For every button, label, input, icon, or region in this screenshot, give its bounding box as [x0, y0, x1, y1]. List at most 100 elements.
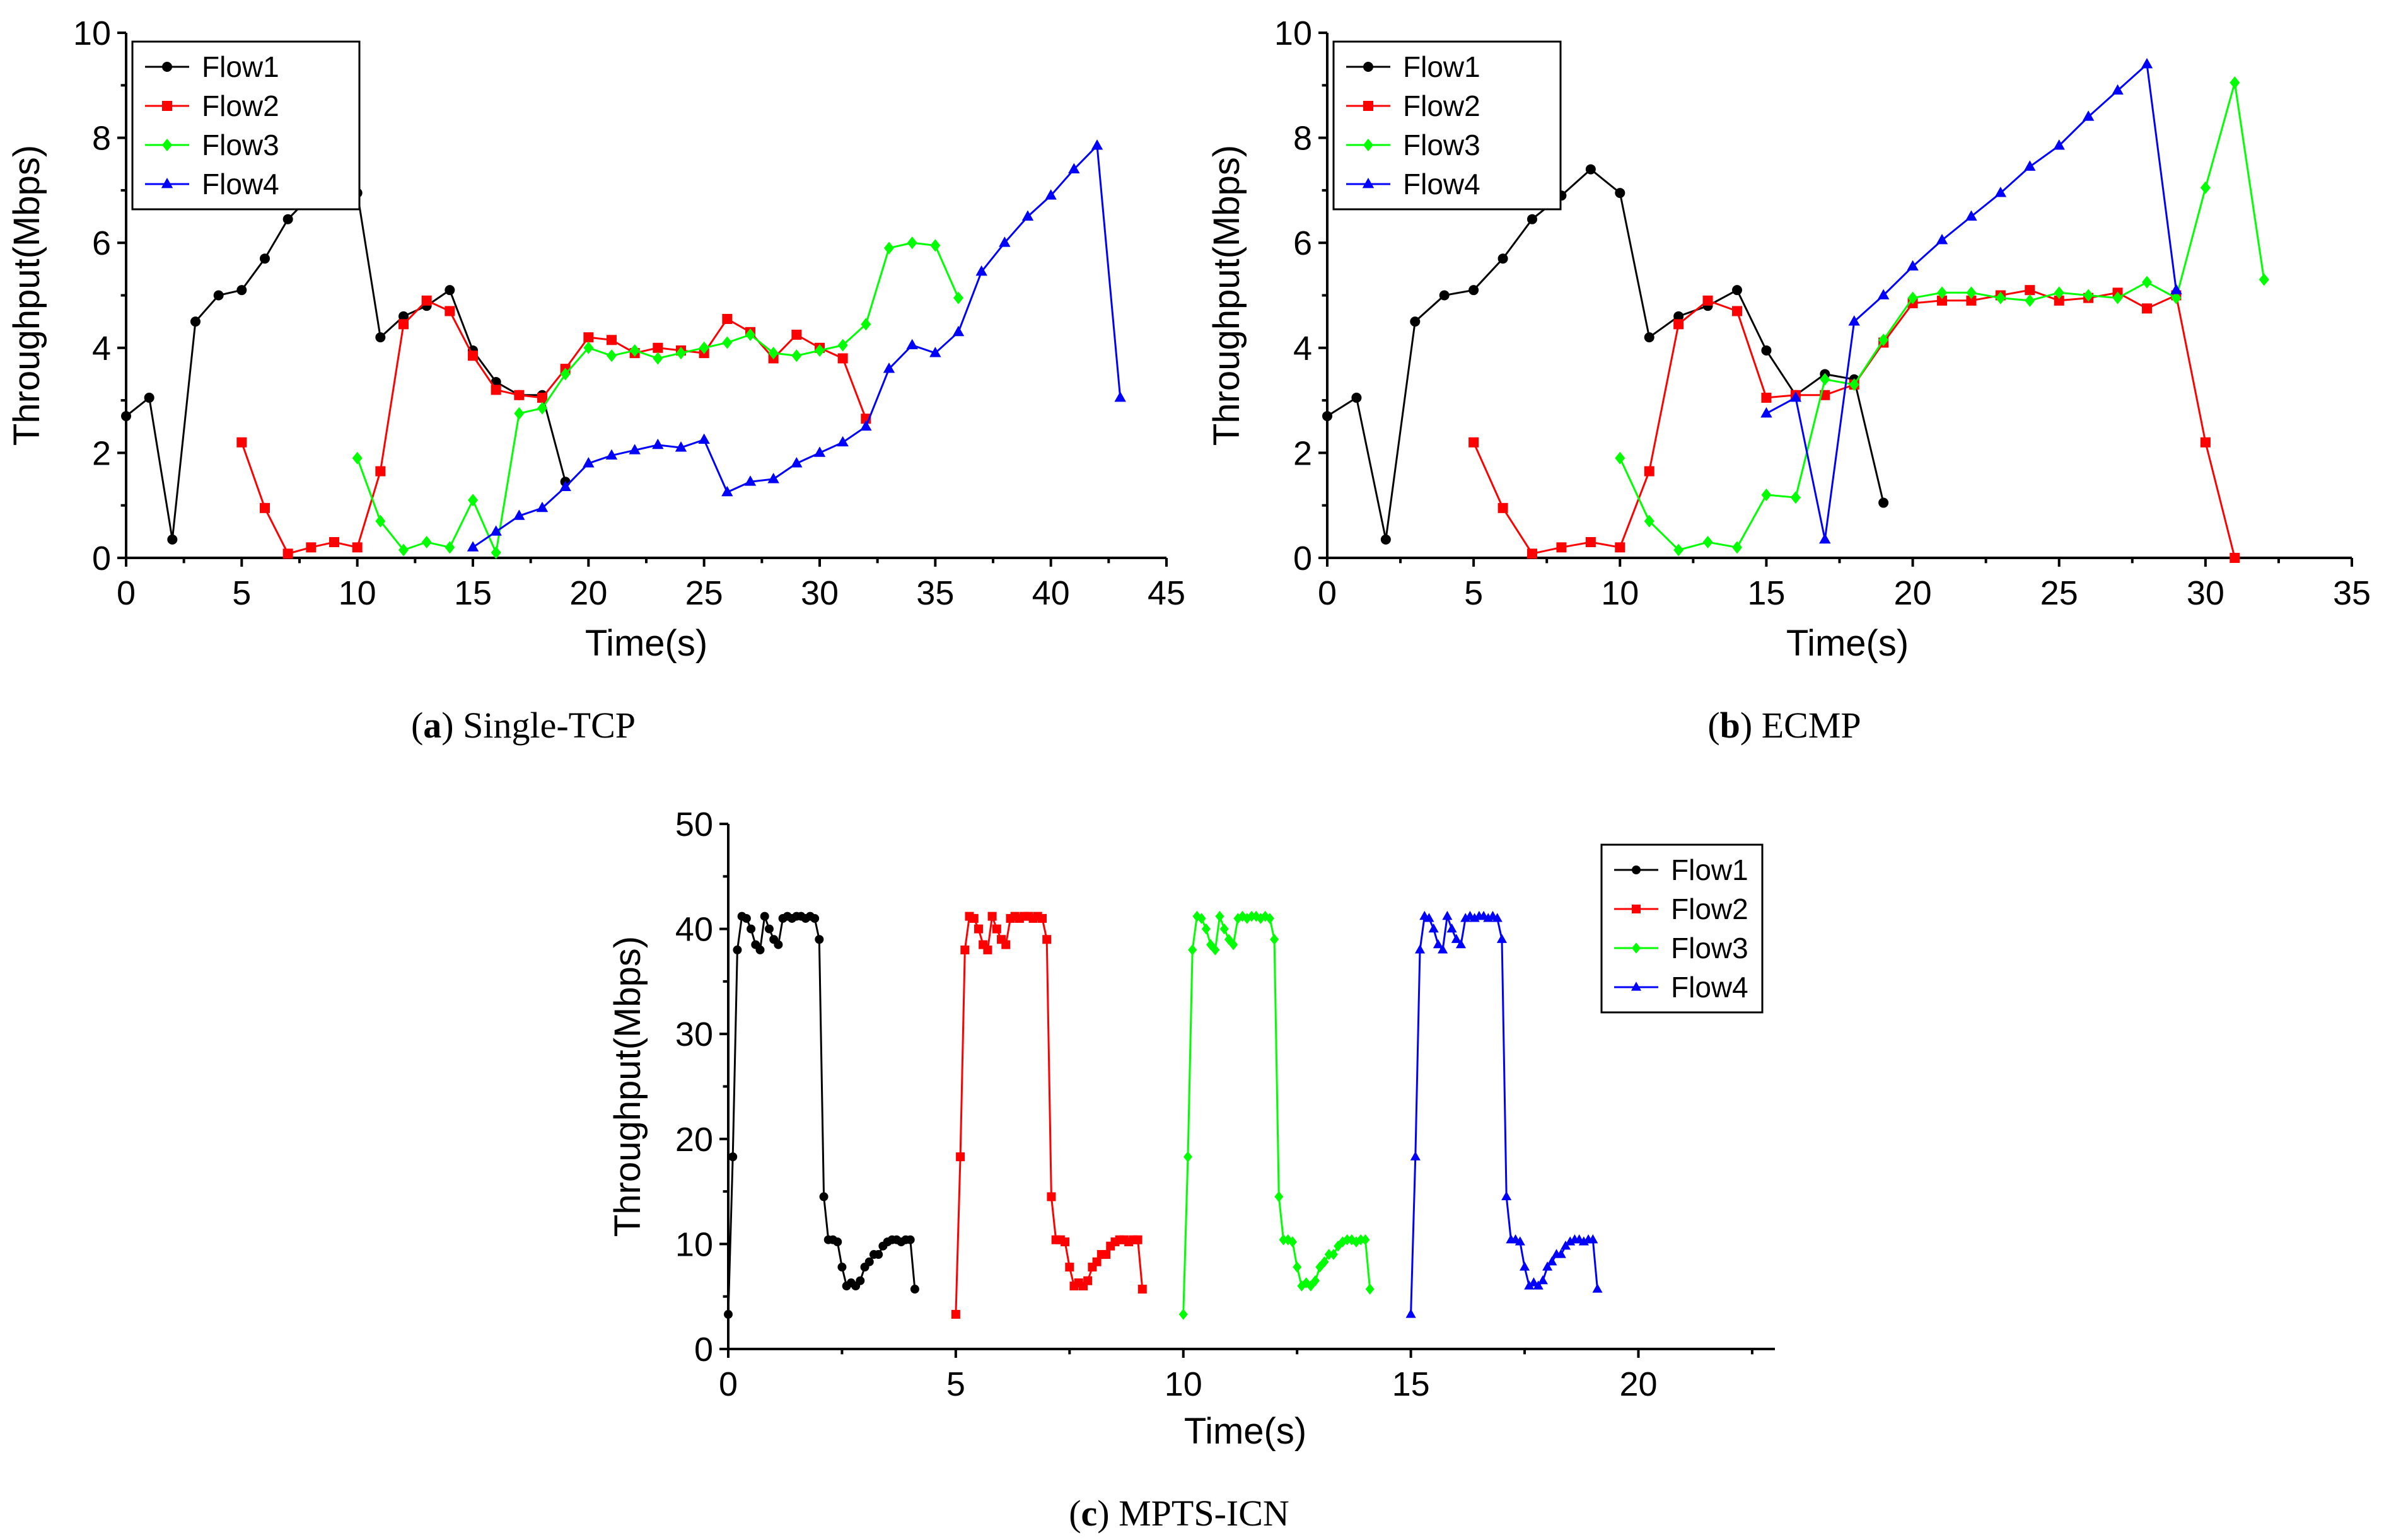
data-point [1496, 934, 1508, 943]
data-point [1083, 1276, 1093, 1285]
data-point [537, 402, 547, 415]
data-point [1527, 214, 1537, 224]
data-point [728, 1152, 738, 1162]
x-tick-label: 25 [685, 574, 723, 612]
data-point [1133, 1235, 1143, 1244]
legend-label: Flow2 [1403, 90, 1480, 122]
data-point [2054, 286, 2064, 299]
data-point [755, 945, 765, 954]
y-tick-label: 10 [73, 14, 111, 52]
data-point [837, 1263, 847, 1272]
data-point [969, 913, 979, 923]
data-point [2230, 76, 2240, 90]
data-point [398, 543, 409, 557]
data-point [699, 341, 709, 354]
data-point [1497, 253, 1508, 264]
data-point [2230, 553, 2240, 563]
data-point [1329, 1249, 1338, 1260]
data-point [1644, 466, 1654, 477]
legend-marker [1632, 905, 1641, 913]
data-point [1644, 514, 1654, 528]
data-point [768, 347, 779, 360]
y-tick-label: 8 [1293, 120, 1312, 158]
data-point [1820, 373, 1830, 386]
legend-marker [1363, 101, 1373, 111]
legend-marker [1362, 178, 1375, 188]
data-point [1288, 1236, 1297, 1248]
data-point [722, 336, 733, 349]
data-point [721, 485, 733, 497]
legend-marker [1363, 62, 1373, 72]
y-tick-label: 20 [675, 1121, 713, 1159]
data-point [819, 1192, 829, 1201]
chart-ecmp: 0 5 10 15 20 25 30 35 0 2 4 6 8 10 Time(s) Throughput(M… [1206, 14, 2371, 664]
data-point [975, 265, 987, 276]
data-point [1702, 536, 1713, 549]
data-point [1907, 260, 1919, 271]
legend-item-flow4: Flow4 [145, 168, 279, 200]
legend-marker [162, 62, 172, 72]
data-point [1556, 542, 1567, 553]
data-point [1937, 286, 1947, 299]
data-point [1405, 1309, 1416, 1318]
x-tick-label: 10 [1601, 574, 1639, 612]
legend-item-flow3: Flow3 [1346, 129, 1480, 161]
data-point [260, 502, 270, 513]
legend-label: Flow4 [1403, 168, 1480, 200]
data-point [741, 913, 751, 923]
data-point [1789, 391, 1802, 402]
data-point [1219, 923, 1229, 935]
data-point [1848, 315, 1860, 326]
data-point [2171, 291, 2182, 304]
series-flow1 [1322, 164, 1889, 545]
data-point [1270, 934, 1279, 946]
data-point [2142, 303, 2152, 314]
legend-item-flow3: Flow3 [145, 129, 279, 161]
data-point [445, 541, 455, 554]
series-flow2 [236, 295, 871, 559]
y-tick-label: 0 [694, 1331, 713, 1369]
data-point [537, 392, 547, 403]
data-point [1760, 407, 1772, 418]
data-point [837, 353, 848, 364]
y-tick-label: 8 [92, 120, 111, 158]
data-point [1907, 291, 1918, 304]
data-point [1515, 1236, 1525, 1246]
data-point [676, 347, 686, 360]
data-point [1091, 139, 1103, 150]
chart-single-tcp: 0 5 10 15 20 25 30 35 40 45 0 2 4 6 8 10 Time(s) Throughp… [6, 14, 1185, 664]
data-point [1197, 913, 1206, 924]
data-point [236, 285, 247, 296]
data-point [864, 1257, 874, 1266]
data-point [745, 328, 755, 341]
data-point [2112, 84, 2124, 95]
data-point [445, 306, 455, 316]
y-axis-title: Throughput(Mbps) [1206, 145, 1247, 446]
data-point [860, 420, 872, 431]
data-point [1527, 548, 1537, 559]
x-axis-title: Time(s) [585, 623, 707, 664]
data-point [791, 349, 802, 362]
data-point [560, 368, 571, 381]
data-point [1936, 234, 1948, 245]
y-tick-label: 50 [675, 806, 713, 843]
data-point [653, 342, 663, 353]
series-flow4 [1760, 57, 2182, 544]
data-point [1092, 1257, 1102, 1266]
series-flow1 [724, 912, 919, 1319]
data-point [583, 332, 594, 343]
data-point [764, 924, 774, 934]
series-flow4 [1405, 910, 1603, 1318]
legend-item-flow1: Flow1 [1346, 50, 1480, 83]
legend-label: Flow1 [1671, 854, 1748, 886]
y-tick-label: 40 [675, 911, 713, 949]
series-line [240, 299, 867, 555]
data-point [910, 1285, 919, 1294]
data-point [1068, 163, 1080, 173]
legend-label: Flow4 [1671, 971, 1748, 1004]
data-point [1215, 910, 1224, 922]
data-point [1615, 188, 1625, 199]
data-point [1320, 1256, 1329, 1268]
data-point [1356, 1234, 1366, 1246]
data-point [2112, 291, 2123, 304]
